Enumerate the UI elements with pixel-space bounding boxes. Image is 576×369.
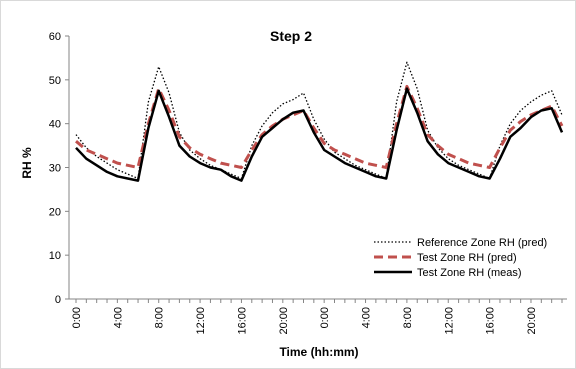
legend: Reference Zone RH (pred) Test Zone RH (pr…	[374, 237, 547, 279]
y-tick-label: 20	[49, 206, 61, 218]
x-tick-label: 4:00	[112, 307, 124, 328]
y-axis-label: RH %	[20, 147, 34, 179]
legend-label-3: Test Zone RH (meas)	[417, 267, 522, 279]
legend-label-1: Reference Zone RH (pred)	[417, 237, 547, 249]
y-tick-label: 40	[49, 119, 61, 131]
x-tick-label: 4:00	[361, 307, 373, 328]
x-tick-label: 0:00	[319, 307, 331, 328]
series-layer	[75, 61, 564, 182]
x-tick-label: 20:00	[526, 307, 538, 335]
x-tick-label: 16:00	[236, 307, 248, 335]
legend-label-2: Test Zone RH (pred)	[417, 252, 517, 264]
x-tick-label: 8:00	[402, 307, 414, 328]
y-tick-label: 60	[49, 31, 61, 43]
y-tick-label: 0	[55, 294, 61, 306]
x-tick-label: 12:00	[195, 307, 207, 335]
axes: 0 10 20 30 40 50 60 0:00 4:00 8:00 12:00 16:00 20:00…	[49, 31, 567, 335]
x-tick-label: 16:00	[485, 307, 497, 335]
chart-title: Step 2	[270, 28, 312, 44]
y-tick-label: 10	[49, 250, 61, 262]
y-tick-label: 30	[49, 163, 61, 175]
x-tick-label: 0:00	[71, 307, 83, 328]
x-tick-label: 12:00	[443, 307, 455, 335]
series-line-3	[75, 87, 564, 182]
y-tick-label: 50	[49, 75, 61, 87]
x-tick-label: 20:00	[278, 307, 290, 335]
x-tick-label: 8:00	[154, 307, 166, 328]
x-axis-label: Time (hh:mm)	[279, 345, 358, 359]
series-line-1	[75, 61, 563, 180]
